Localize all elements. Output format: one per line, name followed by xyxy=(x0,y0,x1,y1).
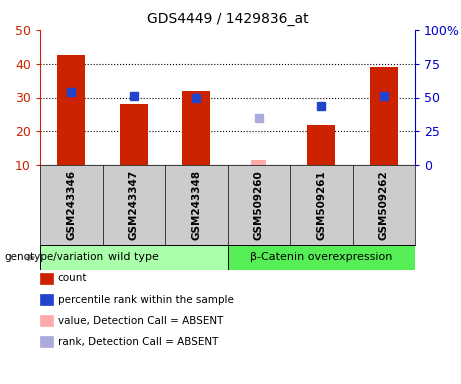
Text: GSM243348: GSM243348 xyxy=(191,170,201,240)
Bar xyxy=(182,91,210,165)
Text: rank, Detection Call = ABSENT: rank, Detection Call = ABSENT xyxy=(58,337,218,347)
Text: percentile rank within the sample: percentile rank within the sample xyxy=(58,295,233,305)
Bar xyxy=(120,104,148,165)
Title: GDS4449 / 1429836_at: GDS4449 / 1429836_at xyxy=(147,12,308,26)
Text: value, Detection Call = ABSENT: value, Detection Call = ABSENT xyxy=(58,316,223,326)
Bar xyxy=(57,55,85,165)
Bar xyxy=(227,245,415,270)
Text: GSM509261: GSM509261 xyxy=(316,170,326,240)
Text: wild type: wild type xyxy=(108,253,159,263)
Text: β-Catenin overexpression: β-Catenin overexpression xyxy=(250,253,392,263)
Bar xyxy=(40,245,227,270)
Text: count: count xyxy=(58,273,87,283)
Text: GSM509262: GSM509262 xyxy=(379,170,389,240)
Text: GSM243346: GSM243346 xyxy=(66,170,76,240)
Text: GSM243347: GSM243347 xyxy=(129,170,139,240)
Bar xyxy=(307,124,335,165)
Text: genotype/variation: genotype/variation xyxy=(5,253,104,263)
Bar xyxy=(370,67,398,165)
Text: GSM509260: GSM509260 xyxy=(254,170,264,240)
Bar xyxy=(251,160,266,165)
